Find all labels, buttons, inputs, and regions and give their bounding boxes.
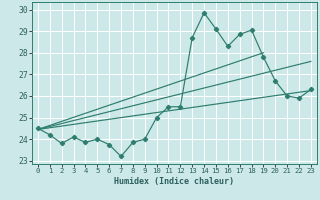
X-axis label: Humidex (Indice chaleur): Humidex (Indice chaleur) (115, 177, 234, 186)
